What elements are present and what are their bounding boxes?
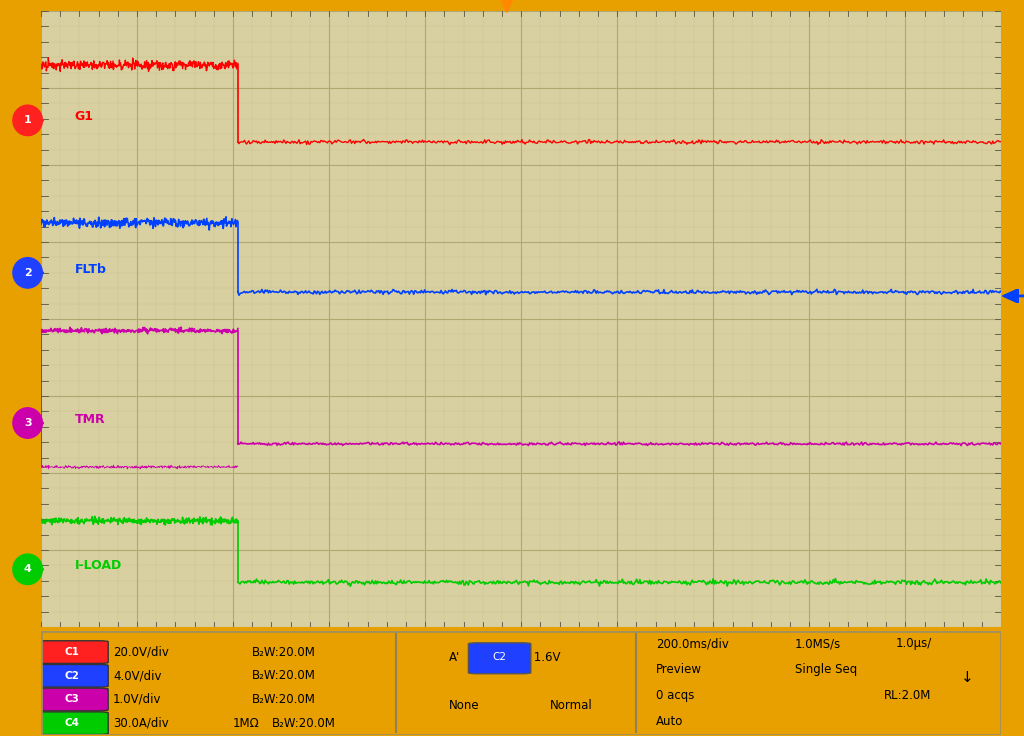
- FancyBboxPatch shape: [468, 643, 530, 673]
- Text: Preview: Preview: [655, 663, 701, 676]
- Text: Auto: Auto: [655, 715, 683, 728]
- Polygon shape: [498, 0, 516, 13]
- Text: 1.0μs/: 1.0μs/: [896, 637, 932, 651]
- Text: 1.0MS/s: 1.0MS/s: [795, 637, 841, 651]
- Text: C2: C2: [493, 652, 506, 662]
- Text: 1.0V/div: 1.0V/div: [113, 693, 162, 706]
- Text: B₂W:20.0M: B₂W:20.0M: [252, 693, 316, 706]
- Text: 4: 4: [24, 565, 32, 574]
- Text: 1MΩ: 1MΩ: [233, 717, 260, 729]
- Polygon shape: [1002, 289, 1019, 303]
- Text: C2: C2: [65, 670, 79, 681]
- Text: None: None: [450, 699, 480, 712]
- Text: 0 acqs: 0 acqs: [655, 689, 694, 702]
- Text: C3: C3: [65, 695, 79, 704]
- Text: C1: C1: [65, 647, 79, 657]
- Text: C4: C4: [65, 718, 79, 728]
- Text: 200.0ms/div: 200.0ms/div: [655, 637, 728, 651]
- Text: \ 1.6V: \ 1.6V: [526, 651, 560, 664]
- Text: RL:2.0M: RL:2.0M: [885, 689, 932, 702]
- Text: TMR: TMR: [75, 413, 105, 426]
- FancyBboxPatch shape: [36, 641, 109, 663]
- Text: I-LOAD: I-LOAD: [75, 559, 122, 573]
- FancyBboxPatch shape: [36, 688, 109, 711]
- Text: 1: 1: [24, 116, 32, 125]
- Text: Single Seq: Single Seq: [795, 663, 857, 676]
- Text: 30.0A/div: 30.0A/div: [113, 717, 169, 729]
- Text: B₂W:20.0M: B₂W:20.0M: [252, 645, 316, 659]
- Polygon shape: [36, 116, 44, 125]
- Ellipse shape: [13, 554, 42, 584]
- Text: 20.0V/div: 20.0V/div: [113, 645, 169, 659]
- Polygon shape: [36, 269, 44, 277]
- Text: 3: 3: [24, 418, 32, 428]
- Polygon shape: [36, 565, 44, 574]
- Text: Normal: Normal: [550, 699, 593, 712]
- Ellipse shape: [13, 105, 42, 135]
- Ellipse shape: [13, 258, 42, 288]
- Text: A': A': [450, 651, 461, 664]
- Text: B₂W:20.0M: B₂W:20.0M: [271, 717, 335, 729]
- Text: G1: G1: [75, 110, 93, 124]
- FancyBboxPatch shape: [36, 665, 109, 687]
- Ellipse shape: [13, 408, 42, 438]
- FancyBboxPatch shape: [36, 712, 109, 735]
- Text: ↓: ↓: [962, 670, 974, 685]
- Text: 4.0V/div: 4.0V/div: [113, 669, 162, 682]
- Text: B₂W:20.0M: B₂W:20.0M: [252, 669, 316, 682]
- Text: 2: 2: [24, 268, 32, 278]
- Text: FLTb: FLTb: [75, 263, 106, 276]
- Polygon shape: [36, 419, 44, 428]
